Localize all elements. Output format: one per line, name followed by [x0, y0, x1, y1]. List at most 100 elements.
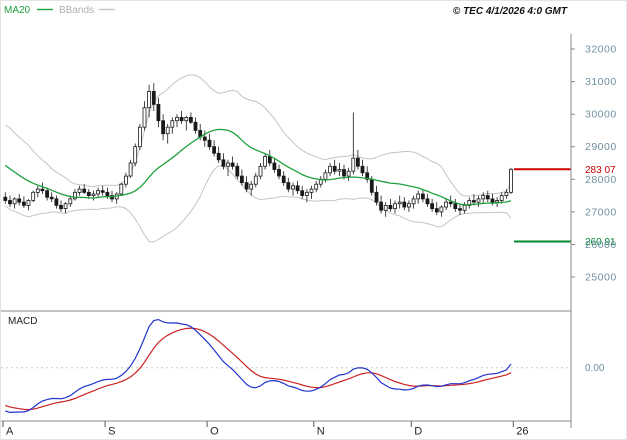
candle-body: [40, 188, 45, 192]
price-level-label: 283 07: [585, 165, 616, 176]
candle-body: [258, 165, 263, 177]
candle-body: [332, 165, 337, 172]
candle-body: [374, 191, 379, 203]
candle-body: [471, 200, 476, 203]
x-axis-tick-label: N: [317, 426, 325, 438]
candle-body: [128, 162, 133, 177]
y-axis-tick-label: 25000: [585, 272, 617, 284]
candle-body: [82, 188, 87, 193]
bollinger-bands-layer: [4, 74, 512, 243]
candle-body: [45, 190, 49, 198]
candle-body: [17, 198, 22, 203]
candle-body: [337, 169, 342, 172]
macd-panel-label: MACD: [8, 316, 37, 327]
y-axis-tick-label: 31000: [585, 76, 617, 88]
x-axis-tick-label: 26: [516, 426, 528, 438]
macd-zero-label: 0.00: [585, 363, 605, 374]
candle-body: [453, 203, 458, 209]
candle-body: [314, 183, 319, 190]
candle-body: [156, 104, 161, 122]
candle-body: [63, 203, 68, 209]
copyright-label: © TEC 4/1/2026 4:0 GMT: [453, 6, 568, 17]
candle-body: [434, 208, 439, 213]
candle-body: [323, 172, 328, 180]
candle-body: [420, 193, 425, 200]
candle-body: [351, 157, 356, 172]
candle-body: [393, 203, 397, 209]
candle-body: [430, 203, 435, 209]
candle-body: [31, 191, 36, 201]
candle-body: [54, 198, 59, 206]
candle-body: [91, 193, 96, 197]
candle-body: [388, 204, 393, 210]
candle-body: [244, 182, 249, 190]
candle-body: [509, 168, 513, 193]
candle-body: [425, 198, 430, 205]
candle-body: [295, 185, 300, 192]
candle-body: [86, 191, 91, 197]
candle-body: [184, 117, 189, 122]
candle-body: [142, 107, 147, 128]
candle-body: [402, 201, 407, 208]
candle-body: [300, 190, 305, 196]
candle-body: [161, 120, 166, 135]
y-axis-tick-label: 27000: [585, 206, 617, 218]
candle-body: [175, 117, 179, 122]
candle-body: [272, 162, 277, 170]
y-axis-tick-label: 28000: [585, 174, 617, 186]
candle-body: [499, 195, 504, 201]
candle-body: [411, 198, 416, 205]
y-axis-tick-label: 26000: [585, 239, 617, 251]
candle-body: [188, 117, 193, 123]
candle-body: [291, 185, 295, 190]
candle-body: [346, 170, 351, 177]
ma20-line-layer: [4, 128, 512, 206]
candle-body: [96, 190, 100, 195]
candle-body: [119, 183, 124, 195]
candle-body: [100, 190, 105, 193]
candle-body: [263, 156, 268, 167]
price-level-label: 260 91: [585, 237, 616, 248]
y-axis-tick-label: 32000: [585, 44, 617, 56]
x-axis-tick-label: A: [6, 426, 14, 438]
candle-body: [21, 201, 26, 206]
candle-body: [277, 169, 281, 177]
candle-body: [12, 198, 17, 205]
candle-body: [383, 204, 388, 211]
candle-body: [416, 193, 421, 200]
candle-body: [444, 201, 449, 208]
x-axis-tick-label: O: [210, 426, 219, 438]
candle-body: [342, 169, 346, 177]
candle-body: [230, 162, 235, 167]
candle-body: [281, 175, 286, 184]
candle-body: [179, 117, 184, 122]
candle-body: [485, 195, 490, 200]
macd-layer: 0.00: [1, 318, 605, 414]
candle-body: [221, 159, 226, 167]
candle-body: [369, 178, 374, 193]
candle-body: [133, 146, 138, 164]
candle-body: [49, 196, 54, 200]
candle-body: [286, 182, 291, 190]
macd-signal-line: [5, 327, 512, 411]
candle-body: [73, 191, 77, 200]
candle-body: [406, 203, 411, 208]
candle-body: [476, 198, 481, 203]
candle-body: [448, 201, 453, 205]
axis-layer: 32000 31000 30000 29000 28000 27000 26000 25000…: [2, 44, 617, 438]
candle-body: [253, 175, 258, 185]
y-axis-tick-label: 30000: [585, 109, 617, 121]
candle-body: [397, 201, 402, 205]
price-levels-layer: 283 07 260 91: [514, 165, 616, 248]
candle-body: [309, 188, 314, 193]
candle-body: [202, 136, 207, 141]
candle-body: [304, 191, 309, 197]
candle-body: [147, 91, 152, 109]
candle-body: [504, 191, 509, 197]
candle-body: [458, 208, 462, 211]
candle-body: [239, 175, 244, 184]
candle-body: [68, 198, 73, 205]
candles-layer: [3, 83, 513, 217]
candle-body: [151, 91, 156, 105]
